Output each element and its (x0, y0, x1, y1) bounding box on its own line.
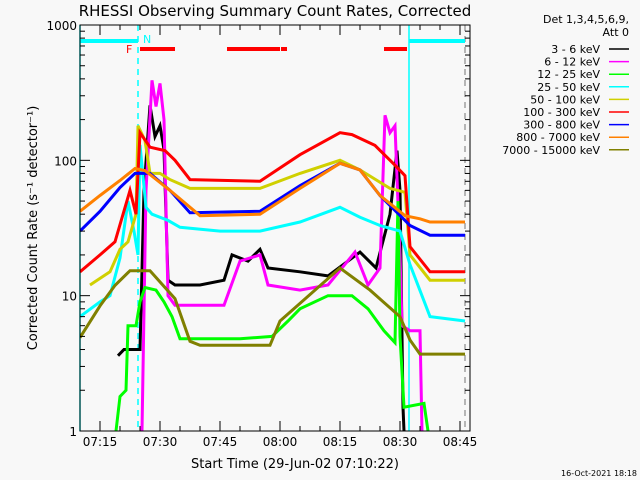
legend-label: 300 - 800 keV (523, 119, 600, 132)
legend-label: 12 - 25 keV (537, 68, 600, 81)
y-tick-label: 10 (62, 290, 77, 304)
y-axis-label: Corrected Count Rate (s⁻¹ detector⁻¹) (26, 106, 41, 351)
x-tick-label: 08:30 (383, 435, 418, 449)
legend-header-attenuator: Att 0 (603, 26, 629, 39)
legend-label: 6 - 12 keV (544, 56, 600, 69)
plot-frame (79, 24, 471, 432)
series-line-7000-15000- (80, 266, 465, 356)
flare-label: F (126, 43, 132, 56)
legend-label: 25 - 50 keV (537, 81, 600, 94)
x-tick-label: 08:15 (323, 435, 358, 449)
series-line-6-12- (140, 80, 424, 431)
legend-label: 50 - 100 keV (530, 93, 600, 106)
chart-title: RHESSI Observing Summary Count Rates, Co… (79, 2, 472, 20)
x-axis-label: Start Time (29-Jun-02 07:10:22) (191, 457, 399, 472)
series-line-50-100- (89, 125, 465, 287)
legend-label: 100 - 300 keV (523, 106, 600, 119)
x-tick-label: 07:30 (143, 435, 178, 449)
series-line-3-6- (116, 105, 406, 431)
legend-label: 7000 - 15000 keV (502, 144, 600, 157)
series-line-800-7000- (80, 161, 465, 224)
legend-label: 800 - 7000 keV (516, 131, 600, 144)
series-line-100-300- (80, 128, 465, 274)
y-tick-label: 1000 (46, 19, 77, 33)
y-tick-label: 1 (69, 425, 77, 439)
series-line-300-800- (80, 161, 465, 237)
series-line-12-25- (114, 201, 430, 431)
y-tick-label: 100 (54, 154, 77, 168)
x-tick-label: 07:15 (83, 435, 118, 449)
x-tick-label: 08:00 (263, 435, 298, 449)
timestamp: 16-Oct-2021 18:18 (561, 469, 637, 478)
legend-header-detectors: Det 1,3,4,5,6,9, (543, 13, 629, 26)
legend-label: 3 - 6 keV (551, 43, 600, 56)
x-tick-label: 07:45 (203, 435, 238, 449)
series-line-25-50- (80, 144, 466, 323)
night-label: N (143, 33, 151, 46)
x-tick-label: 08:45 (443, 435, 478, 449)
